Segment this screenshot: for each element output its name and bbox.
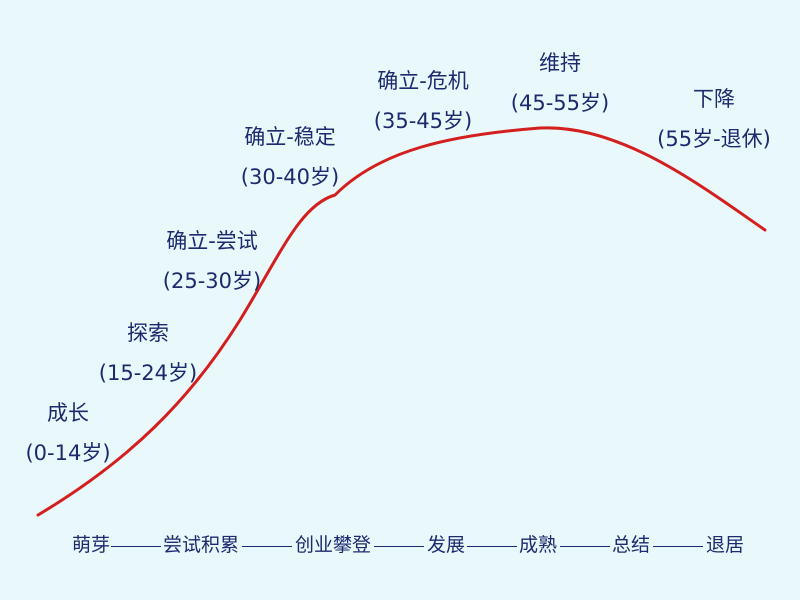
stage-age-range: (55岁-退休) [657,127,771,151]
stage-label-establishment-stable: 确立-稳定 (30-40岁) [241,124,339,190]
stage-age-range: (25-30岁) [162,269,262,293]
phase-label: 成熟 [519,534,558,556]
phase-label: 退居 [706,534,745,556]
lifecycle-phase-bar: 萌芽 尝试积累 创业攀登 发展 成熟 总结 退居 [0,532,800,558]
stage-label-establishment-trial: 确立-尝试 (25-30岁) [163,228,261,294]
phase-label: 尝试积累 [163,534,240,556]
stage-name: 探索 [126,321,169,345]
phase-connector [560,546,610,547]
phase-connector [653,546,703,547]
phase-connector [242,546,292,547]
stage-label-establishment-crisis: 确立-危机 (35-45岁) [374,68,472,134]
stage-name: 维持 [538,51,581,75]
stage-label-decline: 下降 (55岁-退休) [657,86,771,152]
stage-name: 下降 [693,87,735,111]
stage-name: 确立-危机 [377,69,469,93]
stage-name: 确立-稳定 [244,125,336,149]
stage-age-range: (45-55岁) [510,91,610,115]
stage-name: 确立-尝试 [166,229,258,253]
phase-connector [111,546,161,547]
stage-age-range: (30-40岁) [240,165,340,189]
career-curve-line [36,126,767,517]
stage-label-exploration: 探索 (15-24岁) [99,320,197,386]
phase-connector [467,546,517,547]
phase-connector [374,546,424,547]
phase-label: 创业攀登 [295,534,372,556]
stage-age-range: (0-14岁) [25,441,111,465]
stage-name: 成长 [46,401,89,425]
stage-label-growth: 成长 (0-14岁) [25,400,110,466]
stage-age-range: (15-24岁) [98,361,198,385]
stage-age-range: (35-45岁) [373,109,473,133]
phase-label: 发展 [427,534,466,556]
phase-label: 萌芽 [72,534,111,556]
stage-label-maintenance: 维持 (45-55岁) [511,50,609,116]
phase-label: 总结 [612,534,651,556]
